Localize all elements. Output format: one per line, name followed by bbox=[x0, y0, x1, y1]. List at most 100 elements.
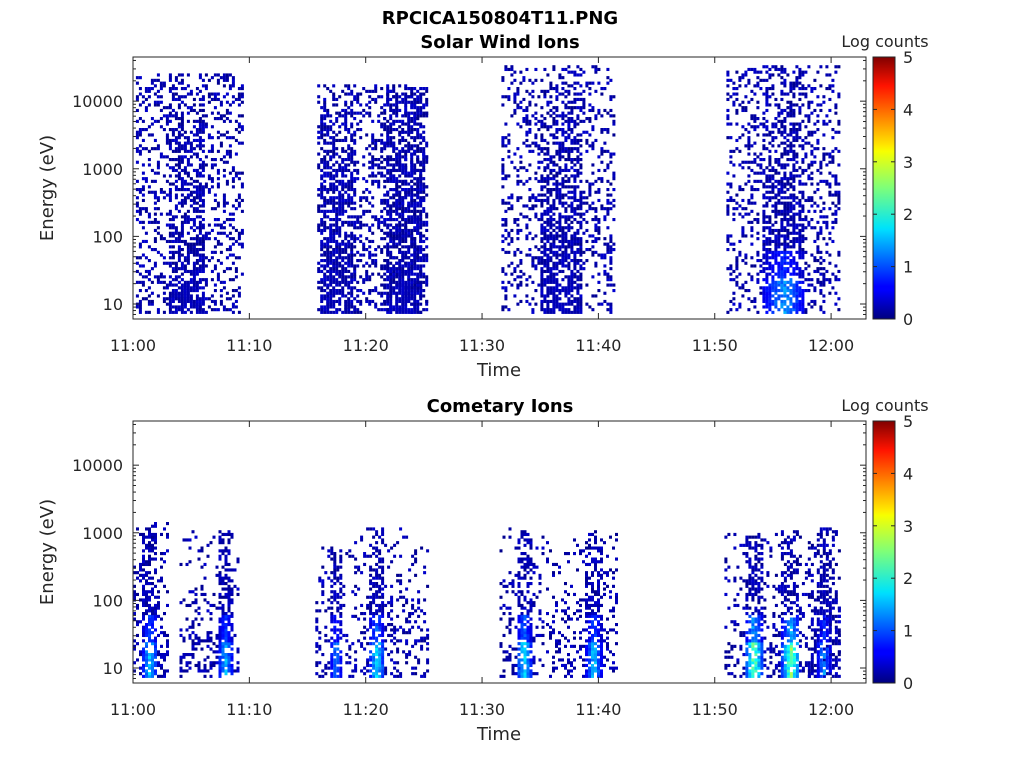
heatmap-cell bbox=[416, 250, 420, 254]
heatmap-cell bbox=[195, 209, 199, 213]
heatmap-cell bbox=[213, 267, 217, 271]
heatmap-cell bbox=[549, 204, 553, 208]
heatmap-cell bbox=[141, 264, 145, 268]
heatmap-cell bbox=[570, 275, 574, 279]
heatmap-cell bbox=[552, 218, 556, 222]
heatmap-cell bbox=[732, 218, 736, 222]
heatmap-cell bbox=[579, 302, 583, 306]
heatmap-cell bbox=[774, 280, 778, 284]
heatmap-cell bbox=[338, 204, 342, 208]
heatmap-cell bbox=[756, 278, 760, 282]
heatmap-cell bbox=[780, 289, 784, 293]
heatmap-cell bbox=[326, 308, 330, 312]
heatmap-cell bbox=[389, 136, 393, 140]
heatmap-cell bbox=[501, 158, 505, 162]
heatmap-cell bbox=[326, 87, 330, 91]
heatmap-cell bbox=[786, 305, 790, 309]
heatmap-cell bbox=[395, 308, 399, 312]
heatmap-cell bbox=[564, 119, 568, 123]
heatmap-cell bbox=[579, 239, 583, 244]
heatmap-cell bbox=[591, 144, 595, 148]
heatmap-cell bbox=[398, 231, 402, 235]
heatmap-cell bbox=[567, 261, 571, 265]
heatmap-cell bbox=[353, 286, 357, 290]
heatmap-cell bbox=[353, 160, 357, 164]
heatmap-cell bbox=[564, 237, 568, 241]
heatmap-cell bbox=[347, 269, 351, 274]
heatmap-cell bbox=[753, 188, 757, 192]
heatmap-cell bbox=[798, 198, 802, 203]
heatmap-cell bbox=[564, 89, 568, 93]
heatmap-cell bbox=[398, 84, 402, 88]
heatmap-cell bbox=[201, 310, 205, 314]
heatmap-cell bbox=[558, 198, 562, 203]
heatmap-cell bbox=[419, 111, 423, 115]
heatmap-cell bbox=[783, 253, 787, 257]
heatmap-cell bbox=[576, 149, 580, 153]
heatmap-cell bbox=[801, 237, 805, 241]
heatmap-cell bbox=[780, 256, 784, 260]
heatmap-cell bbox=[416, 204, 420, 208]
heatmap-cell bbox=[768, 261, 772, 265]
heatmap-cell bbox=[135, 256, 139, 260]
heatmap-cell bbox=[422, 234, 426, 238]
heatmap-cell bbox=[410, 87, 414, 91]
heatmap-cell bbox=[210, 166, 214, 170]
heatmap-cell bbox=[588, 119, 592, 123]
heatmap-cell bbox=[320, 160, 324, 164]
heatmap-cell bbox=[395, 188, 399, 192]
heatmap-cell bbox=[344, 201, 348, 205]
heatmap-cell bbox=[192, 185, 196, 189]
heatmap-cell bbox=[570, 220, 574, 224]
heatmap-cell bbox=[365, 269, 369, 274]
heatmap-cell bbox=[516, 122, 520, 126]
heatmap-cell bbox=[567, 286, 571, 290]
heatmap-cell bbox=[228, 144, 232, 148]
heatmap-cell bbox=[374, 174, 378, 178]
heatmap-cell bbox=[729, 136, 733, 140]
heatmap-cell bbox=[338, 182, 342, 186]
heatmap-cell bbox=[150, 81, 154, 85]
heatmap-cell bbox=[320, 114, 324, 118]
heatmap-cell bbox=[771, 264, 775, 268]
heatmap-cell bbox=[144, 128, 148, 132]
heatmap-cell bbox=[726, 92, 730, 96]
heatmap-cell bbox=[585, 196, 589, 200]
heatmap-cell bbox=[413, 114, 417, 118]
heatmap-cell bbox=[320, 245, 324, 249]
heatmap-cell bbox=[234, 174, 238, 178]
heatmap-cell bbox=[201, 190, 205, 194]
heatmap-cell bbox=[419, 302, 423, 306]
heatmap-cell bbox=[762, 286, 766, 290]
heatmap-cell bbox=[798, 73, 802, 77]
heatmap-cell bbox=[597, 190, 601, 194]
heatmap-cell bbox=[389, 122, 393, 126]
heatmap-cell bbox=[332, 198, 336, 203]
heatmap-cell bbox=[374, 218, 378, 222]
heatmap-cell bbox=[383, 231, 387, 235]
heatmap-cell bbox=[519, 106, 523, 110]
heatmap-cell bbox=[407, 149, 411, 153]
heatmap-cell bbox=[792, 185, 796, 189]
heatmap-cell bbox=[729, 242, 733, 246]
heatmap-cell bbox=[576, 147, 580, 151]
heatmap-cell bbox=[501, 171, 505, 175]
heatmap-cell bbox=[210, 136, 214, 140]
heatmap-cell bbox=[552, 237, 556, 241]
heatmap-cell bbox=[747, 100, 751, 104]
heatmap-cell bbox=[216, 168, 220, 173]
heatmap-cell bbox=[558, 144, 562, 148]
heatmap-cell bbox=[383, 158, 387, 162]
heatmap-cell bbox=[750, 196, 754, 200]
heatmap-cell bbox=[329, 275, 333, 279]
heatmap-cell bbox=[567, 158, 571, 162]
heatmap-cell bbox=[192, 250, 196, 254]
heatmap-cell bbox=[549, 190, 553, 194]
heatmap-cell bbox=[425, 185, 429, 189]
heatmap-cell bbox=[204, 280, 208, 284]
heatmap-cell bbox=[729, 272, 733, 276]
heatmap-cell bbox=[762, 228, 766, 233]
heatmap-cell bbox=[234, 198, 238, 203]
heatmap-cell bbox=[582, 89, 586, 93]
heatmap-cell bbox=[371, 253, 375, 257]
